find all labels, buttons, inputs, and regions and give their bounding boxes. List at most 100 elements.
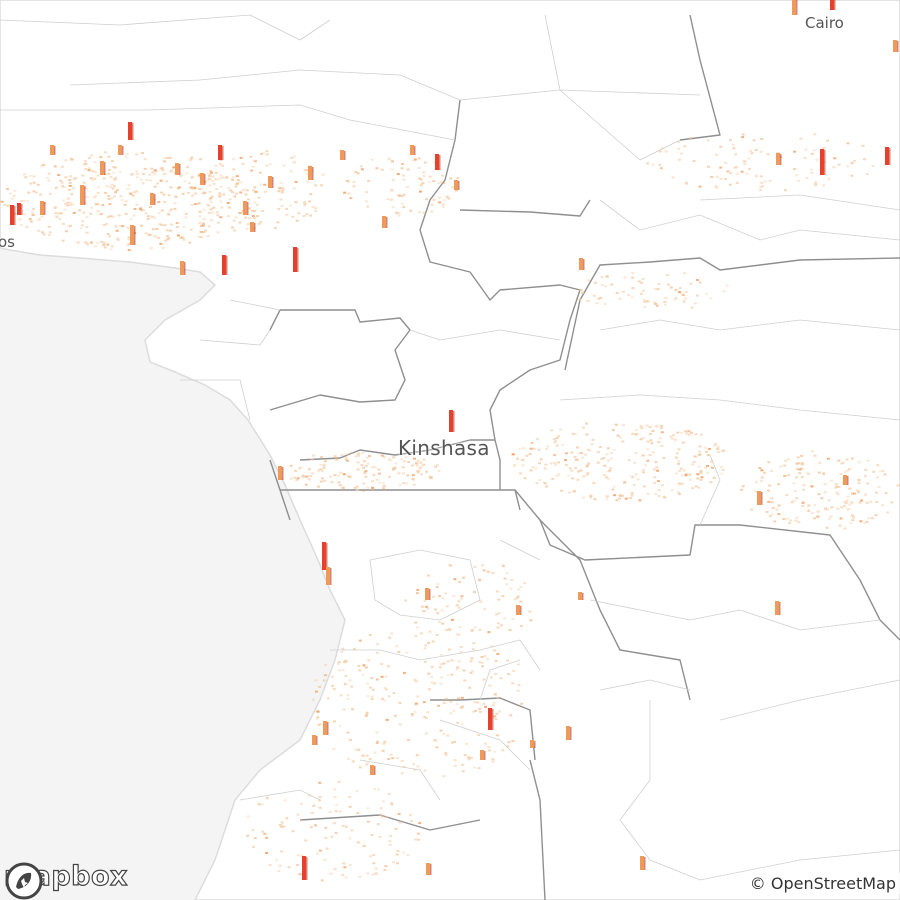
density-cell bbox=[577, 470, 580, 473]
density-cell bbox=[438, 196, 442, 199]
density-cell bbox=[99, 156, 103, 159]
density-cell bbox=[438, 666, 442, 669]
density-cell bbox=[238, 212, 242, 214]
density-cell bbox=[645, 424, 649, 427]
density-cell bbox=[424, 717, 428, 720]
density-cell bbox=[69, 203, 73, 206]
density-cell bbox=[444, 754, 448, 757]
city-label-cairo[interactable]: Cairo bbox=[805, 14, 844, 32]
density-cell bbox=[754, 490, 758, 493]
density-cell bbox=[364, 470, 368, 473]
density-cell bbox=[360, 168, 364, 171]
density-cell bbox=[412, 479, 416, 482]
density-cell bbox=[280, 850, 284, 853]
density-cell bbox=[818, 461, 822, 464]
density-cell bbox=[582, 426, 585, 429]
density-cell bbox=[257, 196, 261, 199]
density-cell bbox=[419, 190, 422, 193]
density-cell bbox=[444, 752, 448, 755]
mapbox-logo[interactable]: mapbox bbox=[3, 860, 128, 900]
population-bar bbox=[323, 721, 329, 735]
density-cell bbox=[268, 864, 272, 866]
density-cell bbox=[261, 151, 265, 154]
density-cell bbox=[684, 181, 688, 184]
density-cell bbox=[444, 697, 448, 700]
density-cell bbox=[335, 803, 339, 806]
density-cell bbox=[357, 664, 361, 667]
density-cell bbox=[448, 564, 452, 567]
density-cell bbox=[706, 139, 710, 142]
density-cell bbox=[132, 191, 136, 194]
density-cell bbox=[782, 518, 786, 520]
density-cell bbox=[37, 229, 40, 232]
density-cell bbox=[249, 155, 253, 158]
density-cell bbox=[68, 184, 72, 187]
density-cell bbox=[813, 517, 817, 520]
city-label-kinshasa[interactable]: Kinshasa bbox=[398, 436, 490, 460]
city-label-lagos[interactable]: os bbox=[0, 233, 15, 251]
density-cell bbox=[148, 206, 152, 209]
density-cell bbox=[311, 472, 315, 475]
density-cell bbox=[612, 485, 616, 488]
density-cell bbox=[277, 207, 281, 210]
density-cell bbox=[469, 756, 473, 759]
density-cell bbox=[439, 682, 443, 685]
density-cell bbox=[436, 583, 440, 585]
density-cell bbox=[478, 578, 482, 581]
density-cell bbox=[437, 182, 441, 185]
density-cell bbox=[621, 440, 625, 443]
density-cell bbox=[370, 158, 374, 161]
density-cell bbox=[370, 695, 374, 698]
density-cell bbox=[417, 167, 421, 169]
density-cell bbox=[823, 483, 827, 486]
attribution-link[interactable]: © OpenStreetMap bbox=[745, 873, 900, 894]
density-cell bbox=[460, 597, 463, 600]
density-cell bbox=[699, 478, 703, 481]
density-cell bbox=[790, 501, 794, 504]
density-cell bbox=[208, 184, 212, 187]
density-cell bbox=[118, 225, 122, 228]
population-bar bbox=[893, 40, 899, 52]
density-cell bbox=[369, 686, 372, 689]
density-cell bbox=[125, 153, 129, 155]
density-cell bbox=[491, 760, 495, 763]
density-cell bbox=[416, 588, 420, 591]
density-cell bbox=[441, 622, 445, 625]
density-cell bbox=[674, 297, 678, 300]
population-bar bbox=[885, 147, 891, 165]
density-cell bbox=[109, 185, 112, 188]
density-cell bbox=[519, 585, 523, 588]
density-cell bbox=[550, 429, 554, 432]
density-cell bbox=[186, 166, 190, 169]
density-cell bbox=[705, 450, 709, 453]
density-cell bbox=[202, 218, 206, 221]
density-cell bbox=[211, 211, 214, 214]
density-cell bbox=[390, 168, 394, 171]
density-cell bbox=[594, 281, 598, 284]
density-cell bbox=[777, 504, 781, 507]
density-cell bbox=[393, 466, 397, 469]
density-cell bbox=[421, 171, 425, 174]
density-cell bbox=[145, 178, 149, 181]
density-cell bbox=[477, 734, 480, 737]
population-bar bbox=[243, 201, 249, 215]
density-cell bbox=[289, 204, 293, 207]
density-cell bbox=[211, 175, 215, 178]
density-cell bbox=[294, 181, 298, 183]
density-cell bbox=[296, 854, 300, 857]
density-cell bbox=[734, 153, 738, 156]
density-cell bbox=[96, 210, 100, 213]
density-cell bbox=[163, 201, 167, 203]
density-cell bbox=[283, 799, 287, 802]
density-cell bbox=[567, 491, 571, 494]
density-cell bbox=[250, 169, 254, 172]
density-cell bbox=[94, 195, 98, 198]
density-cell bbox=[402, 472, 405, 475]
density-cell bbox=[256, 215, 259, 218]
density-cell bbox=[114, 225, 118, 228]
density-cell bbox=[598, 446, 602, 448]
density-cell bbox=[755, 175, 758, 177]
